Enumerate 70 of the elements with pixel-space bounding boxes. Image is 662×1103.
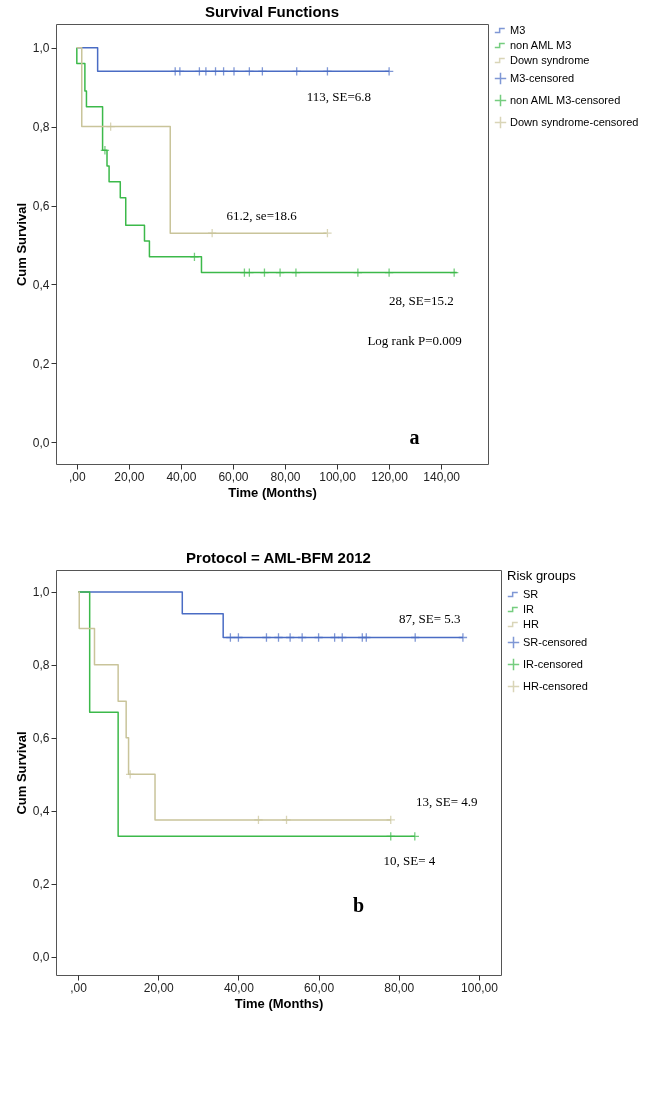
- x-tick-label: 80,00: [270, 469, 301, 484]
- legend-label: Down syndrome-censored: [510, 115, 639, 128]
- legend-label: Down syndrome: [510, 53, 590, 66]
- annotation: 87, SE= 5.3: [399, 611, 461, 627]
- y-axis-title: Cum Survival: [13, 731, 29, 815]
- point: [100, 145, 110, 156]
- point: [322, 228, 333, 238]
- y-tick-label: 0,2: [32, 877, 50, 892]
- x-tick-label: ,00: [70, 980, 88, 995]
- point: [253, 815, 264, 825]
- chart-title: Survival Functions: [204, 3, 340, 20]
- point: [285, 632, 295, 643]
- point: [353, 267, 363, 278]
- y-axis-title: Cum Survival: [13, 202, 29, 287]
- annotation: a: [409, 425, 420, 448]
- annotation: 113, SE=6.8: [306, 88, 372, 104]
- y-tick-label: 0,0: [32, 435, 50, 450]
- x-tick-label: 100,00: [461, 980, 499, 995]
- x-axis-title: Time (Months): [228, 484, 317, 500]
- annotation: 61.2, se=18.6: [226, 207, 298, 223]
- annotation: Log rank P=0.009: [367, 332, 462, 348]
- y-tick-label: 0,6: [32, 731, 50, 746]
- point: [229, 66, 239, 77]
- y-tick-label: 0,0: [32, 950, 50, 965]
- x-tick-label: 80,00: [384, 980, 415, 995]
- point: [291, 267, 301, 278]
- point: [384, 267, 394, 278]
- legend-label: IR: [523, 602, 535, 615]
- y-tick-label: 0,4: [32, 804, 50, 819]
- point: [201, 66, 211, 77]
- y-tick-label: 0,2: [32, 356, 50, 371]
- point: [281, 815, 292, 825]
- x-tick-label: 60,00: [304, 980, 335, 995]
- legend-label: SR-censored: [523, 635, 588, 648]
- legend-label: HR: [523, 617, 539, 630]
- annotation: 28, SE=15.2: [389, 293, 454, 309]
- legend-label: M3-censored: [510, 71, 575, 84]
- legend-label: SR: [523, 587, 539, 600]
- point: [175, 66, 185, 77]
- x-tick-label: 20,00: [143, 980, 175, 995]
- x-tick-label: 140,00: [423, 469, 461, 484]
- x-tick-label: 120,00: [371, 469, 409, 484]
- point: [384, 66, 394, 77]
- annotation: 13, SE= 4.9: [415, 793, 478, 809]
- legend-label: M3: [510, 23, 526, 36]
- x-tick-label: ,00: [68, 469, 86, 484]
- x-axis-title: Time (Months): [234, 995, 324, 1011]
- y-tick-label: 1,0: [32, 41, 50, 56]
- annotation: b: [353, 894, 365, 917]
- y-tick-label: 0,6: [32, 199, 50, 214]
- y-tick-label: 1,0: [32, 585, 50, 600]
- legend-title: Risk groups: [507, 568, 577, 583]
- x-tick-label: 40,00: [223, 980, 255, 995]
- y-tick-label: 0,8: [32, 120, 50, 135]
- point: [275, 267, 285, 278]
- x-tick-label: 100,00: [319, 469, 357, 484]
- y-tick-label: 0,4: [32, 277, 50, 292]
- legend-label: HR-censored: [523, 679, 588, 692]
- point: [207, 228, 217, 238]
- legend-label: non AML M3: [510, 38, 572, 51]
- x-tick-label: 60,00: [218, 469, 249, 484]
- x-tick-label: 20,00: [114, 469, 145, 484]
- y-tick-label: 0,8: [32, 658, 50, 673]
- chart-title: Protocol = AML-BFM 2012: [186, 549, 371, 566]
- point: [385, 815, 396, 825]
- point: [458, 632, 468, 643]
- annotation: 10, SE= 4: [383, 852, 436, 868]
- x-tick-label: 40,00: [166, 469, 197, 484]
- legend-label: IR-censored: [523, 657, 583, 670]
- legend-label: non AML M3-censored: [510, 93, 621, 106]
